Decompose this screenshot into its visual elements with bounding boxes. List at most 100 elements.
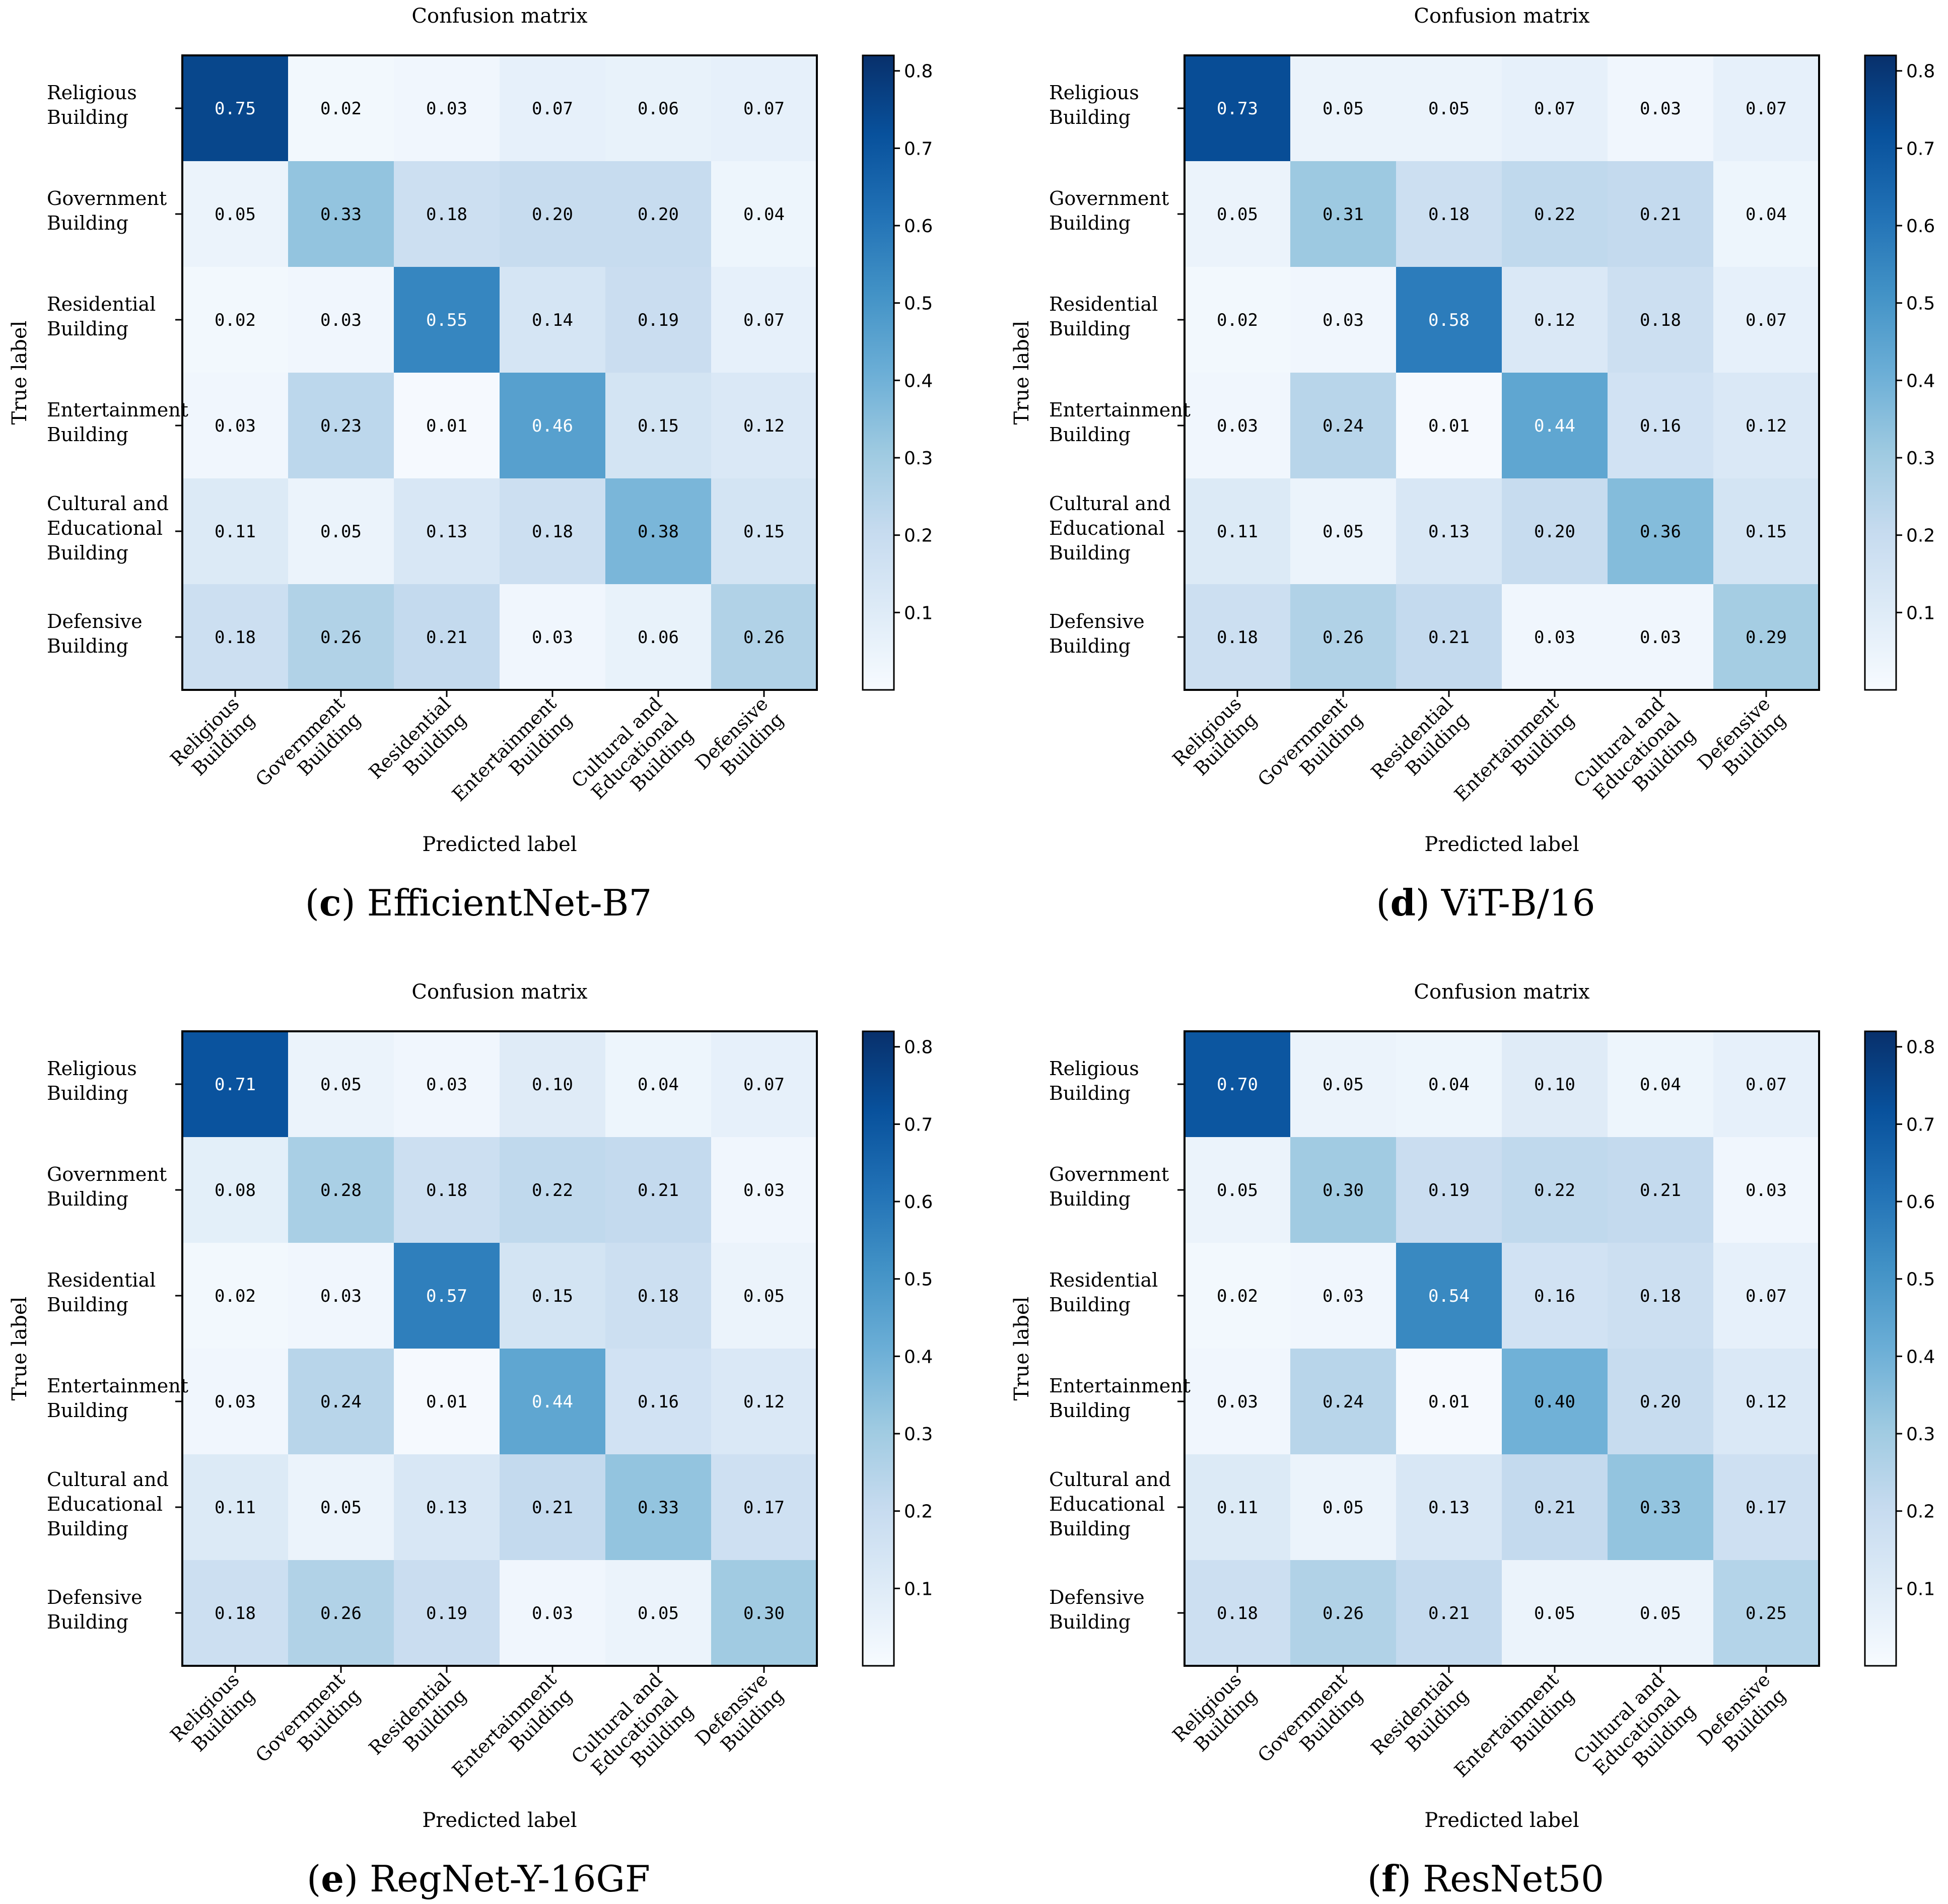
cell-value-label: 0.03 <box>743 1180 785 1201</box>
cell-value-label: 0.21 <box>1640 204 1681 225</box>
heatmap-cell-r1-c1 <box>288 161 394 267</box>
heatmap-cell-r5-c0 <box>1185 1560 1290 1666</box>
colorbar-tick-label: 0.1 <box>904 603 933 623</box>
cell-value-label: 0.12 <box>1746 1392 1787 1412</box>
colorbar-tick-label: 0.7 <box>904 138 933 159</box>
cell-value-label: 0.05 <box>1323 1498 1364 1518</box>
heatmap-cell-r2-c1 <box>1290 267 1396 373</box>
heatmap-cell-r0-c3 <box>500 1031 605 1137</box>
heatmap-cell-r5-c2 <box>1396 1560 1502 1666</box>
heatmap-cell-r2-c3 <box>500 267 605 373</box>
cell-value-label: 0.03 <box>532 1603 573 1624</box>
heatmap-cell-r4-c1 <box>1290 1454 1396 1560</box>
cell-value-label: 0.03 <box>1746 1180 1787 1201</box>
panel-model-name: EfficientNet-B7 <box>367 882 652 924</box>
cell-value-label: 0.03 <box>426 99 467 119</box>
heatmap-cell-r3-c3 <box>500 1349 605 1454</box>
chart-title: Confusion matrix <box>1414 5 1590 28</box>
col-tick-label: GovernmentBuilding <box>251 1669 365 1783</box>
heatmap-cell-r1-c0 <box>1185 1137 1290 1243</box>
panel-c: Confusion matrix 0.75 0.02 0.03 0.07 0.06 0.07… <box>8 5 933 924</box>
cell-value-label: 0.04 <box>1640 1075 1681 1095</box>
colorbar-tick-label: 0.5 <box>1906 294 1935 314</box>
col-tick-label: GovernmentBuilding <box>251 693 365 807</box>
heatmap-cell-r1-c0 <box>182 161 288 267</box>
cell-value-label: 0.57 <box>426 1286 467 1306</box>
heatmap-cell-r4-c4 <box>1608 478 1713 584</box>
heatmap-cell-r1-c3 <box>1502 161 1608 267</box>
cell-value-label: 0.06 <box>638 99 679 119</box>
colorbar-tick-label: 0.2 <box>1906 526 1935 546</box>
heatmap-cell-r0-c4 <box>605 55 711 161</box>
heatmap-cell-r3-c3 <box>1502 373 1608 478</box>
heatmap-cell-r4-c3 <box>500 478 605 584</box>
heatmap-cell-r3-c3 <box>500 373 605 478</box>
heatmap-cell-r2-c0 <box>1185 267 1290 373</box>
cell-value-label: 0.01 <box>1428 416 1470 436</box>
heatmap-cell-r2-c2 <box>394 1243 500 1349</box>
heatmap-cell-r4-c2 <box>1396 1454 1502 1560</box>
cell-value-label: 0.03 <box>320 1286 362 1306</box>
heatmap-cell-r4-c1 <box>1290 478 1396 584</box>
heatmap-cell-r2-c5 <box>711 1243 817 1349</box>
cell-value-label: 0.20 <box>1534 522 1575 542</box>
colorbar-tick-label: 0.3 <box>1906 448 1935 469</box>
heatmap-cell-r1-c5 <box>711 161 817 267</box>
cell-value-label: 0.36 <box>1640 522 1681 542</box>
heatmap-cell-r0-c5 <box>1713 1031 1819 1137</box>
colorbar-tick-label: 0.1 <box>904 1579 933 1599</box>
panel-d: Confusion matrix 0.73 0.05 0.05 0.07 0.03 0.07… <box>1010 5 1935 924</box>
heatmap-cell-r5-c0 <box>1185 584 1290 690</box>
heatmap-cell-r0-c2 <box>394 1031 500 1137</box>
cell-value-label: 0.15 <box>1746 522 1787 542</box>
panel-f: Confusion matrix 0.70 0.05 0.04 0.10 0.04 0.07… <box>1010 980 1935 1900</box>
cell-value-label: 0.75 <box>215 99 256 119</box>
cell-value-label: 0.18 <box>215 627 256 648</box>
heatmap-cell-r4-c2 <box>1396 478 1502 584</box>
heatmap-cell-r1-c2 <box>1396 161 1502 267</box>
row-tick-label: Religious Building <box>47 82 137 128</box>
cell-value-label: 0.13 <box>1428 522 1470 542</box>
heatmap-cell-r1-c1 <box>1290 1137 1396 1243</box>
colorbar-tick-label: 0.8 <box>904 1037 933 1058</box>
cell-value-label: 0.05 <box>1323 1075 1364 1095</box>
heatmap-cell-r3-c1 <box>288 373 394 478</box>
heatmap-cell-r0-c3 <box>500 55 605 161</box>
cell-value-label: 0.15 <box>532 1286 573 1306</box>
heatmap-cell-r5-c3 <box>1502 584 1608 690</box>
x-axis-label: Predicted label <box>422 1809 577 1832</box>
cell-value-label: 0.24 <box>1323 416 1364 436</box>
heatmap-cell-r5-c2 <box>394 1560 500 1666</box>
heatmap-cell-r2-c4 <box>605 1243 711 1349</box>
heatmap-cell-r3-c2 <box>394 373 500 478</box>
matrix-frame <box>181 54 818 691</box>
heatmap-cell-r0-c2 <box>1396 55 1502 161</box>
cell-value-label: 0.16 <box>1640 416 1681 436</box>
row-tick-label: Defensive Building <box>1049 1586 1145 1633</box>
cell-value-label: 0.05 <box>1323 99 1364 119</box>
col-tick-label: ReligiousBuilding <box>166 1669 259 1762</box>
cell-value-label: 0.21 <box>1534 1498 1575 1518</box>
chart-title: Confusion matrix <box>411 5 588 28</box>
col-tick-label: ReligiousBuilding <box>1168 1669 1262 1762</box>
heatmap-cell-r3-c5 <box>711 1349 817 1454</box>
cell-value-label: 0.05 <box>1323 522 1364 542</box>
cell-value-label: 0.03 <box>1217 1392 1258 1412</box>
heatmap-cell-r1-c2 <box>394 161 500 267</box>
colorbar <box>1864 54 1897 691</box>
heatmap-cell-r3-c2 <box>1396 373 1502 478</box>
chart-title: Confusion matrix <box>411 980 588 1004</box>
heatmap-cell-r3-c5 <box>1713 373 1819 478</box>
col-tick-label: DefensiveBuilding <box>1693 1669 1790 1766</box>
panel-caption: (c) EfficientNet-B7 <box>305 881 652 924</box>
cell-value-label: 0.07 <box>1746 1075 1787 1095</box>
row-tick-label: Cultural and Educational Building <box>1049 1468 1171 1540</box>
colorbar-tick-label: 0.6 <box>904 216 933 237</box>
cell-value-label: 0.18 <box>1217 627 1258 648</box>
cell-value-label: 0.18 <box>426 1180 467 1201</box>
cell-value-label: 0.18 <box>1428 204 1470 225</box>
heatmap-cell-r5-c5 <box>711 1560 817 1666</box>
x-axis-label: Predicted label <box>1424 833 1579 856</box>
heatmap-cell-r3-c0 <box>182 373 288 478</box>
heatmap-cell-r3-c2 <box>1396 1349 1502 1454</box>
